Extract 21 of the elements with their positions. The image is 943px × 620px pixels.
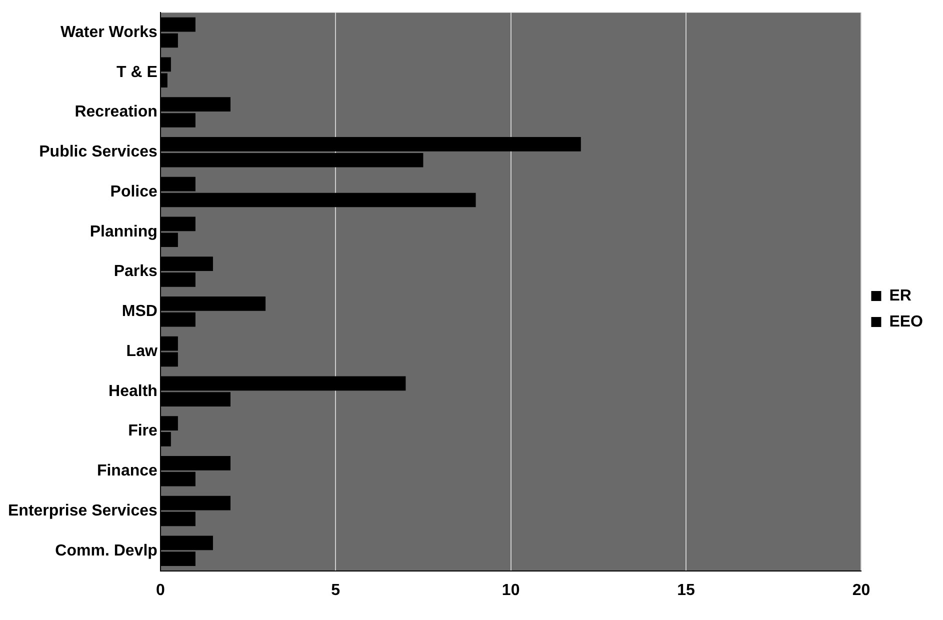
y-tick-label: Finance (96, 462, 158, 480)
y-tick-label: Law (126, 342, 158, 360)
y-tick-label: Planning (90, 223, 158, 240)
y-tick-label: Parks (114, 263, 158, 280)
x-tick-label: 5 (331, 582, 340, 599)
y-tick-label: T & E (116, 64, 158, 81)
y-tick-label: Health (108, 382, 158, 400)
y-tick-label: Enterprise Services (8, 502, 158, 520)
y-tick-label: Comm. Devlp (55, 542, 158, 560)
x-tick-label: 10 (502, 582, 520, 599)
y-tick-label: Water Works (60, 24, 158, 41)
x-tick-label: 20 (852, 582, 870, 599)
y-tick-label: Fire (128, 422, 158, 440)
x-tick-label: 15 (677, 582, 696, 599)
y-tick-label: Public Services (39, 144, 158, 161)
x-tick-label: 0 (156, 582, 165, 599)
legend-label: EEO (889, 313, 924, 330)
legend-label: ER (889, 287, 912, 304)
y-tick-label: Recreation (74, 104, 158, 121)
y-tick-label: Police (110, 183, 158, 200)
y-tick-label: MSD (122, 303, 158, 320)
